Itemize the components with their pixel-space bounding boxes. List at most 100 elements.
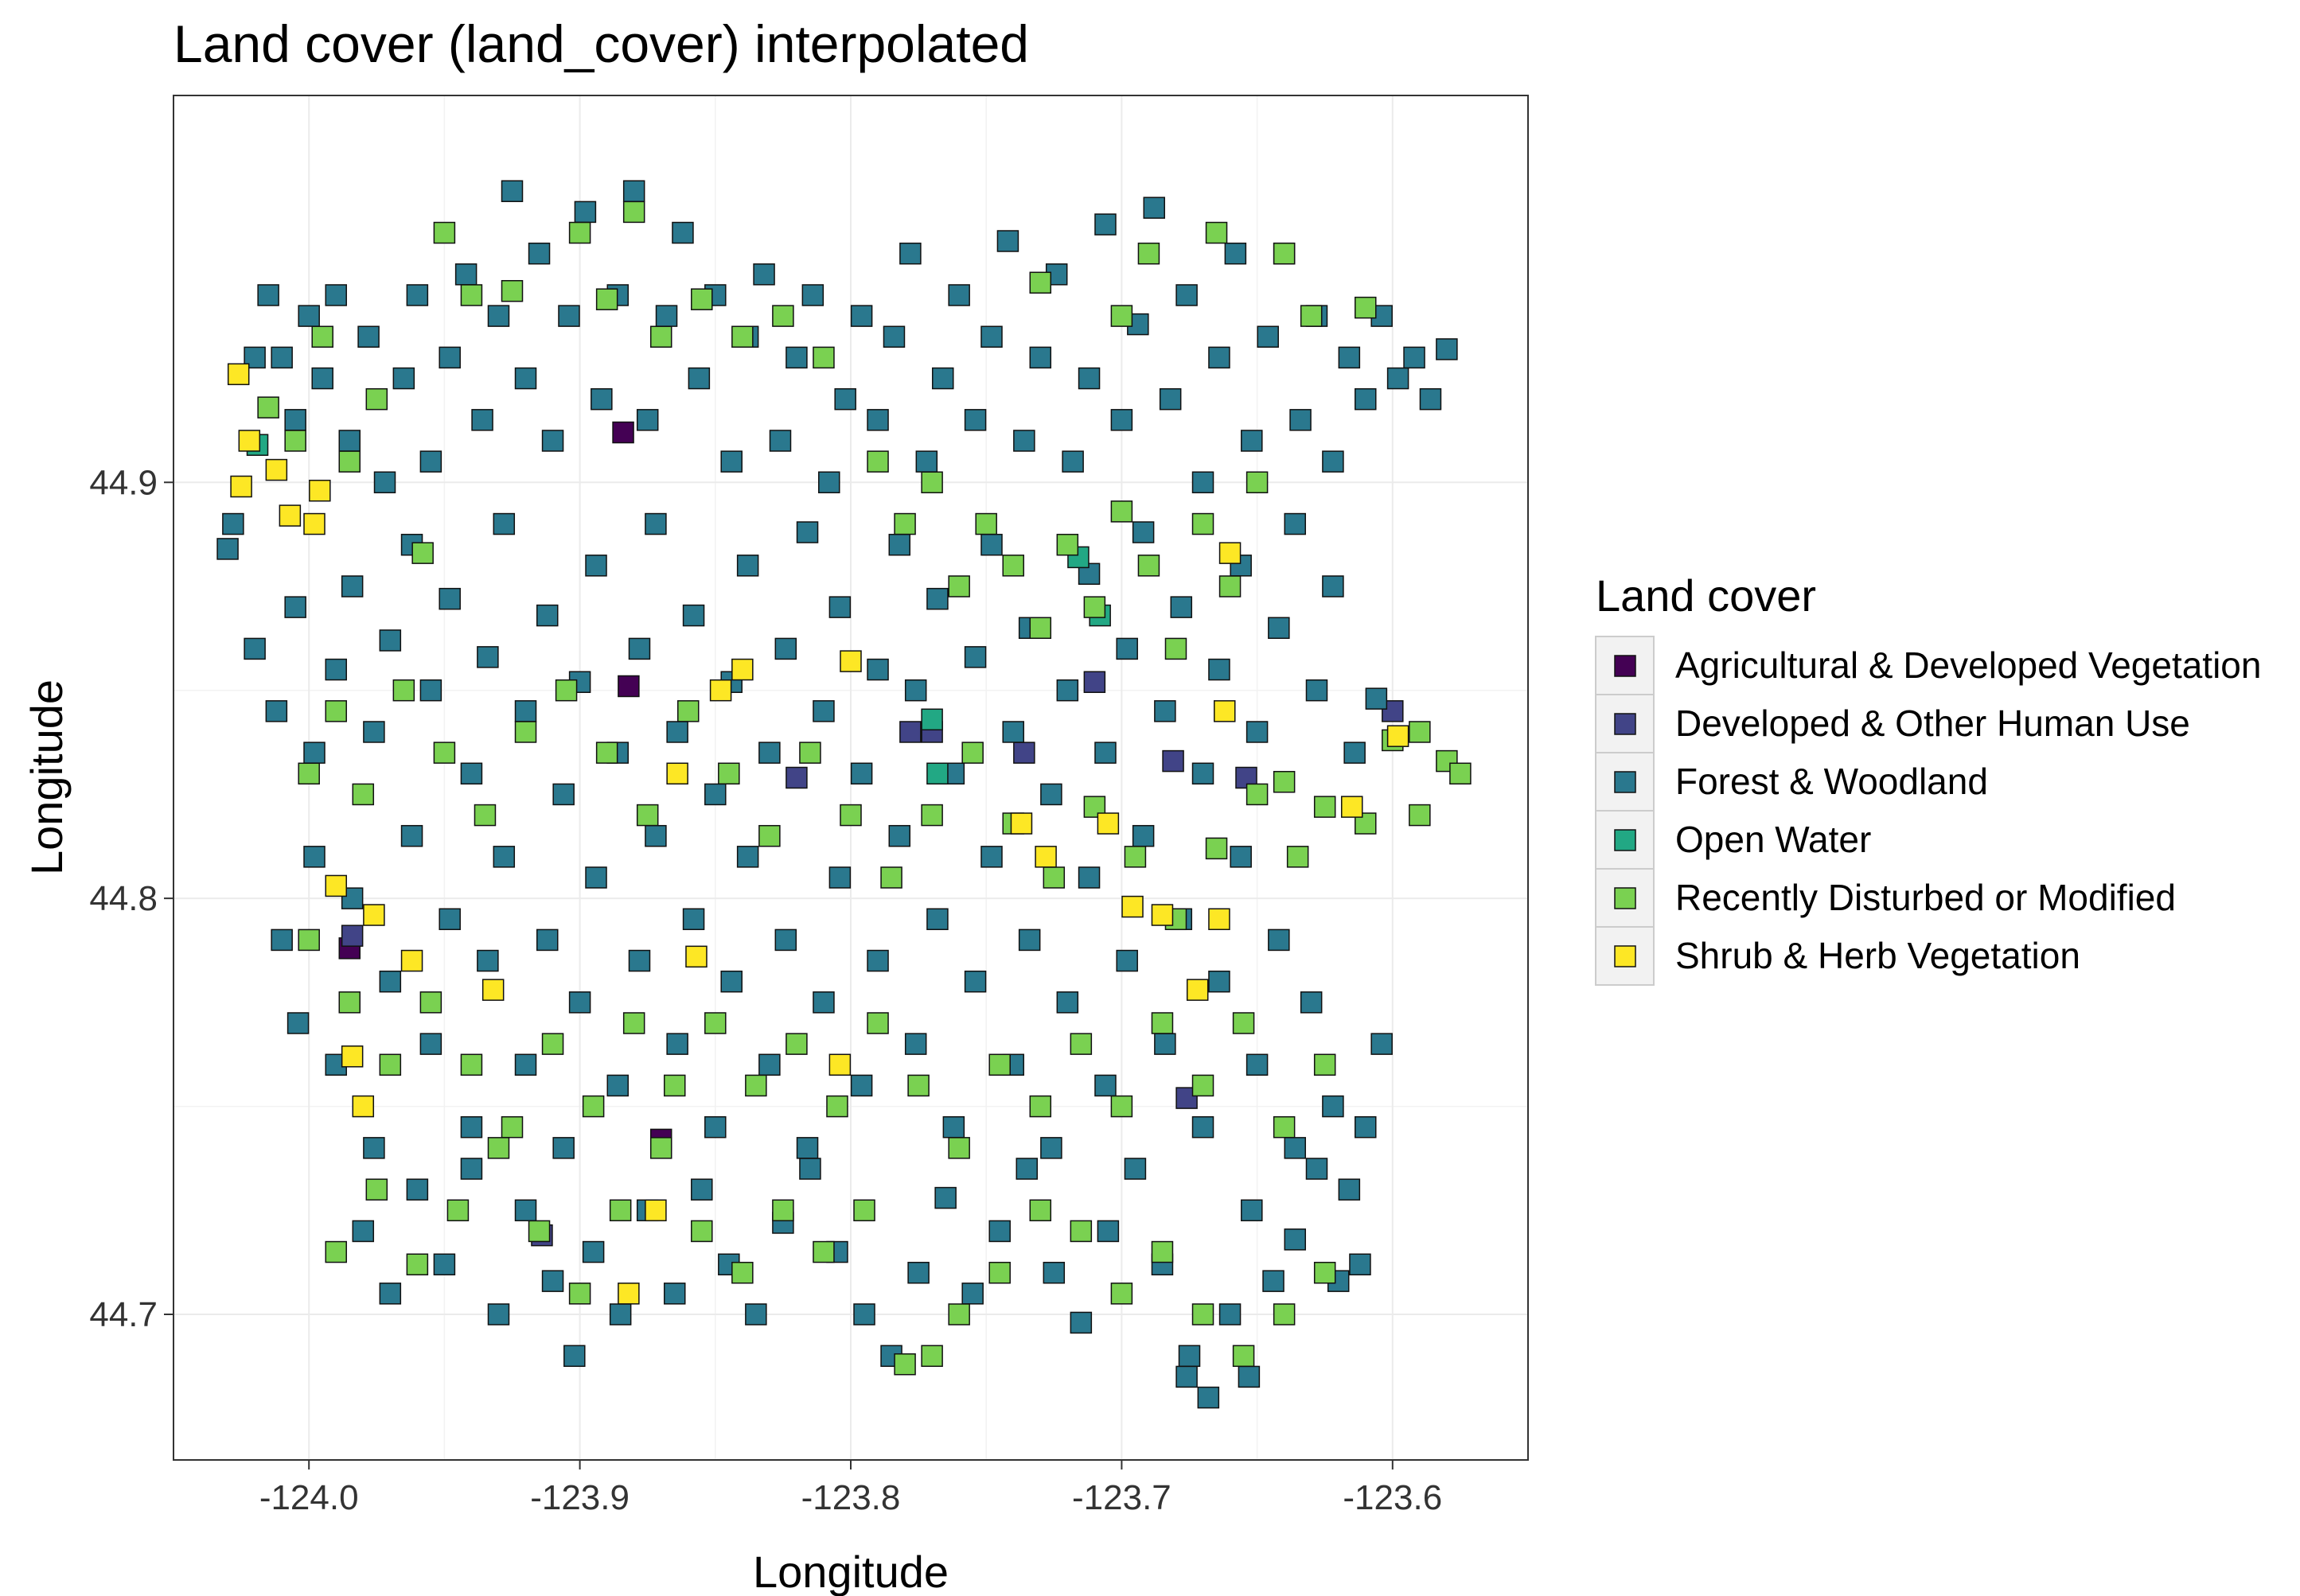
data-point — [1205, 837, 1228, 860]
data-point — [552, 783, 575, 806]
data-point — [1268, 928, 1290, 952]
series-group — [257, 200, 1472, 1376]
data-point — [1218, 575, 1242, 598]
data-point — [867, 1012, 889, 1034]
data-point — [883, 325, 906, 348]
data-point — [1151, 1012, 1174, 1034]
data-point — [257, 396, 279, 418]
data-point — [454, 263, 478, 286]
data-point — [419, 1033, 442, 1055]
data-point — [514, 1199, 537, 1222]
data-point — [487, 305, 510, 327]
data-point — [1218, 1303, 1242, 1325]
x-axis-title: Longitude — [753, 1547, 949, 1596]
data-point — [1186, 979, 1209, 1001]
data-point — [365, 387, 388, 411]
data-point — [813, 1240, 835, 1263]
data-point — [265, 700, 288, 722]
data-point — [487, 1303, 510, 1325]
data-point — [433, 742, 456, 764]
data-point — [1230, 846, 1252, 868]
data-point — [921, 1345, 943, 1368]
data-point — [961, 742, 984, 764]
data-point — [796, 521, 819, 543]
data-point — [666, 1033, 688, 1055]
data-point — [1305, 679, 1328, 702]
x-tick-label: -124.0 — [259, 1478, 359, 1517]
data-point — [303, 742, 326, 764]
data-point — [1273, 1115, 1296, 1139]
data-point — [419, 991, 442, 1014]
data-point — [649, 1137, 672, 1159]
data-point — [477, 646, 499, 668]
data-point — [904, 1033, 927, 1055]
data-point — [1284, 512, 1307, 535]
data-point — [961, 1283, 984, 1305]
data-point — [1419, 387, 1442, 411]
data-point — [1205, 221, 1228, 244]
legend-swatch — [1614, 829, 1636, 851]
data-point — [745, 1074, 767, 1097]
data-point — [731, 325, 754, 348]
data-point — [338, 430, 361, 452]
data-point — [904, 679, 927, 702]
data-point — [1191, 512, 1214, 535]
data-point — [341, 925, 364, 947]
data-point — [1208, 970, 1230, 993]
data-point — [238, 430, 261, 452]
data-point — [284, 409, 306, 431]
data-point — [731, 658, 754, 681]
data-point — [691, 288, 713, 310]
data-point — [1386, 725, 1409, 747]
data-point — [325, 700, 347, 722]
data-point — [379, 1283, 402, 1305]
legend-swatch — [1614, 887, 1636, 909]
data-point — [1151, 1240, 1174, 1263]
data-point — [618, 675, 640, 698]
data-point — [1094, 742, 1117, 764]
data-point — [460, 284, 483, 306]
data-point — [1097, 1220, 1120, 1243]
data-point — [1232, 1012, 1255, 1034]
legend-title: Land cover — [1596, 570, 1816, 621]
data-point — [948, 1303, 970, 1325]
data-point — [745, 1303, 767, 1325]
data-point — [1175, 1365, 1198, 1388]
legend-entry: Shrub & Herb Vegetation — [1595, 926, 2080, 986]
data-point — [311, 367, 333, 390]
data-point — [758, 742, 781, 764]
data-point — [899, 721, 922, 743]
data-point — [284, 596, 306, 618]
data-point — [406, 1253, 429, 1276]
data-point — [216, 538, 239, 560]
data-point — [704, 1012, 727, 1034]
data-point — [758, 824, 781, 847]
data-point — [352, 1095, 375, 1118]
data-point — [244, 637, 266, 660]
data-point — [1322, 1095, 1344, 1118]
data-point — [1121, 895, 1144, 918]
data-point — [622, 200, 645, 224]
data-point — [1035, 846, 1057, 868]
data-point — [988, 1220, 1011, 1243]
data-point — [363, 904, 385, 926]
data-point — [1191, 1074, 1214, 1097]
data-point — [568, 221, 591, 244]
data-point — [926, 908, 949, 931]
data-point — [772, 305, 794, 327]
data-point — [471, 409, 493, 431]
data-point — [591, 387, 613, 411]
data-point — [1178, 1345, 1201, 1368]
data-point — [439, 587, 461, 610]
data-point — [1124, 846, 1147, 868]
data-point — [628, 637, 651, 660]
data-point — [964, 646, 987, 668]
data-point — [1313, 1261, 1336, 1284]
data-point — [341, 575, 364, 598]
data-point — [888, 824, 911, 847]
data-point — [1343, 742, 1366, 764]
data-point — [1162, 749, 1184, 773]
data-point — [867, 450, 889, 473]
data-point — [1355, 1115, 1377, 1139]
